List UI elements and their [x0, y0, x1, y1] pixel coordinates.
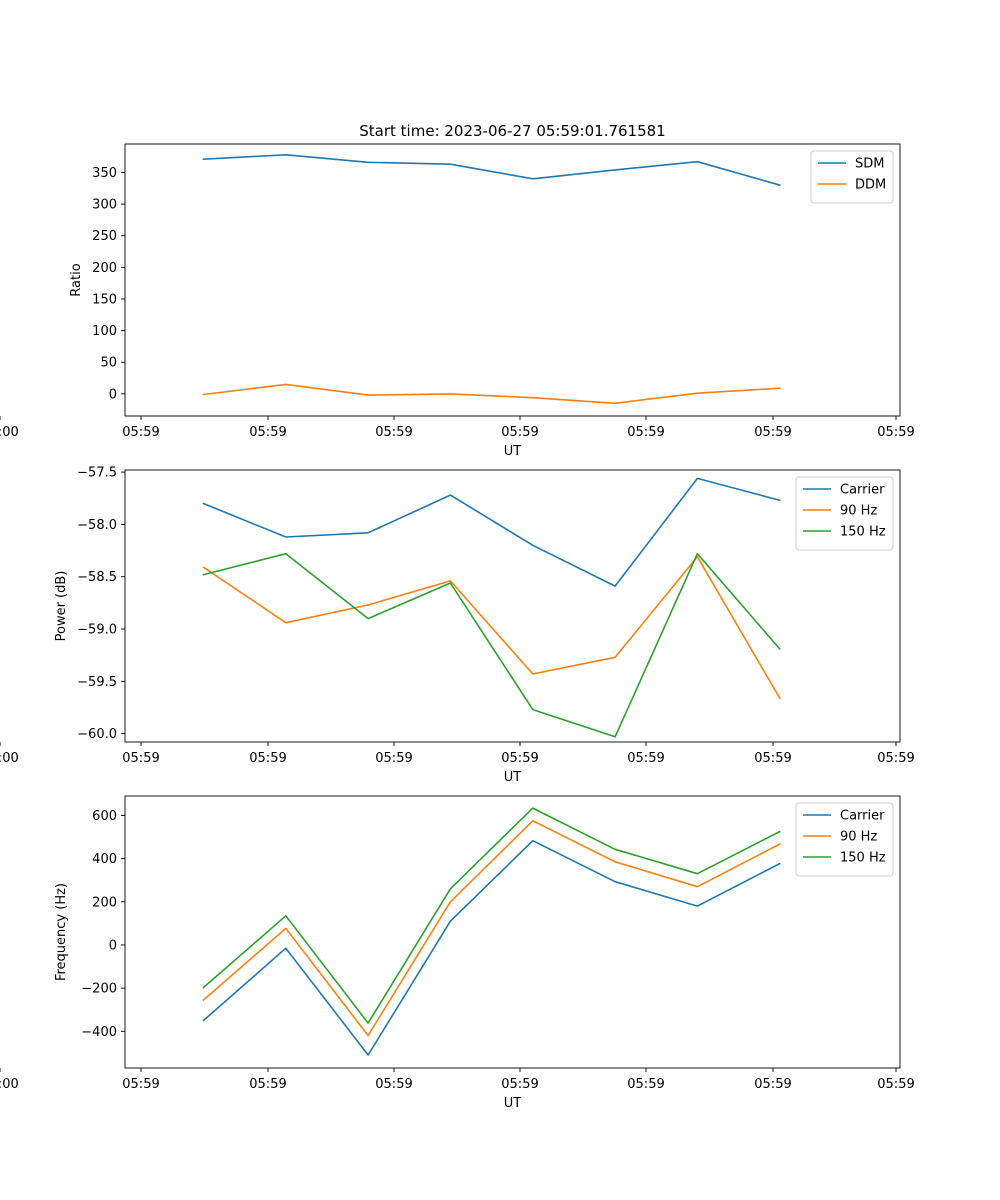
- x-tick-label: 06:00: [0, 1077, 19, 1092]
- x-tick-label: 05:59: [501, 1077, 538, 1092]
- x-axis-label: UT: [504, 770, 522, 785]
- y-axis-label: Ratio: [69, 263, 84, 296]
- y-tick-label: −58.0: [77, 518, 117, 533]
- plot-frame: [124, 143, 901, 417]
- x-tick-label: 05:59: [122, 425, 159, 440]
- x-tick-label: 05:59: [375, 1077, 412, 1092]
- y-tick-label: 100: [92, 324, 117, 339]
- y-tick-label: −59.0: [77, 623, 117, 638]
- legend-label: SDM: [855, 157, 884, 172]
- y-tick-label: 300: [92, 198, 117, 213]
- y-tick-label: −400: [81, 1025, 117, 1040]
- chart-2: 05:59 05:59 05:59 05:59 05:59 05:59 05:59 06:00…: [0, 466, 915, 785]
- y-tick-label: 200: [92, 261, 117, 276]
- x-tick-label: 05:59: [754, 751, 791, 766]
- legend-label: 90 Hz: [840, 830, 877, 845]
- y-tick-label: −57.5: [77, 466, 117, 481]
- y-tick-label: 600: [92, 809, 117, 824]
- series-line-carrier: [202, 839, 781, 1056]
- y-tick-label: 0: [109, 387, 117, 402]
- x-tick-label: 05:59: [249, 1077, 286, 1092]
- series-line-carrier: [202, 477, 781, 587]
- y-axis-label: Power (dB): [54, 571, 69, 642]
- x-tick-label: 05:59: [877, 751, 914, 766]
- y-tick-label: −58.5: [77, 570, 117, 585]
- plot-frame: [124, 795, 901, 1069]
- series-line-150-hz: [202, 552, 781, 738]
- chart-1: 05:59 05:59 05:59 05:59 05:59 05:59 05:59 06:00…: [0, 122, 915, 459]
- x-tick-label: 05:59: [375, 751, 412, 766]
- y-axis-label: Frequency (Hz): [54, 883, 69, 981]
- legend-box: [810, 150, 894, 204]
- legend-label: Carrier: [840, 809, 885, 824]
- y-tick-label: 250: [92, 229, 117, 244]
- series-line-150-hz: [202, 807, 781, 1024]
- x-tick-label: 05:59: [627, 751, 664, 766]
- y-tick-label: −59.5: [77, 675, 117, 690]
- chart-3: 05:59 05:59 05:59 05:59 05:59 05:59 05:59 06:00…: [0, 795, 915, 1111]
- legend: Carrier 90 Hz 150 Hz: [795, 802, 894, 877]
- y-tick-label: 150: [92, 292, 117, 307]
- plot-frame: [124, 469, 901, 743]
- legend: Carrier 90 Hz 150 Hz: [795, 476, 894, 551]
- x-axis-label: UT: [504, 1096, 522, 1111]
- y-tick-label: 50: [100, 356, 117, 371]
- x-tick-label: 05:59: [122, 751, 159, 766]
- legend-label: DDM: [855, 178, 886, 193]
- x-tick-label: 05:59: [754, 425, 791, 440]
- x-tick-label: 05:59: [754, 1077, 791, 1092]
- y-tick-label: −200: [81, 982, 117, 997]
- chart-title: Start time: 2023-06-27 05:59:01.761581: [359, 122, 665, 140]
- x-tick-label: 05:59: [249, 751, 286, 766]
- x-tick-label: 05:59: [122, 1077, 159, 1092]
- x-tick-label: 05:59: [501, 425, 538, 440]
- legend-label: Carrier: [840, 483, 885, 498]
- x-tick-label: 05:59: [877, 1077, 914, 1092]
- x-tick-label: 06:00: [0, 751, 19, 766]
- x-tick-label: 06:00: [0, 425, 19, 440]
- series-line-sdm: [202, 154, 781, 187]
- legend-label: 150 Hz: [840, 525, 886, 540]
- legend: SDM DDM: [810, 150, 894, 204]
- series-line-90-hz: [202, 555, 781, 700]
- y-tick-label: −60.0: [77, 727, 117, 742]
- x-tick-label: 05:59: [501, 751, 538, 766]
- x-tick-label: 05:59: [877, 425, 914, 440]
- y-tick-label: 200: [92, 895, 117, 910]
- series-line-90-hz: [202, 819, 781, 1037]
- y-tick-label: 350: [92, 166, 117, 181]
- legend-label: 150 Hz: [840, 851, 886, 866]
- series-line-ddm: [202, 383, 781, 405]
- x-tick-label: 05:59: [249, 425, 286, 440]
- y-tick-label: 400: [92, 852, 117, 867]
- legend-label: 90 Hz: [840, 504, 877, 519]
- x-axis-label: UT: [504, 444, 522, 459]
- x-tick-label: 05:59: [627, 1077, 664, 1092]
- x-tick-label: 05:59: [375, 425, 412, 440]
- x-tick-label: 05:59: [627, 425, 664, 440]
- y-tick-label: 0: [109, 938, 117, 953]
